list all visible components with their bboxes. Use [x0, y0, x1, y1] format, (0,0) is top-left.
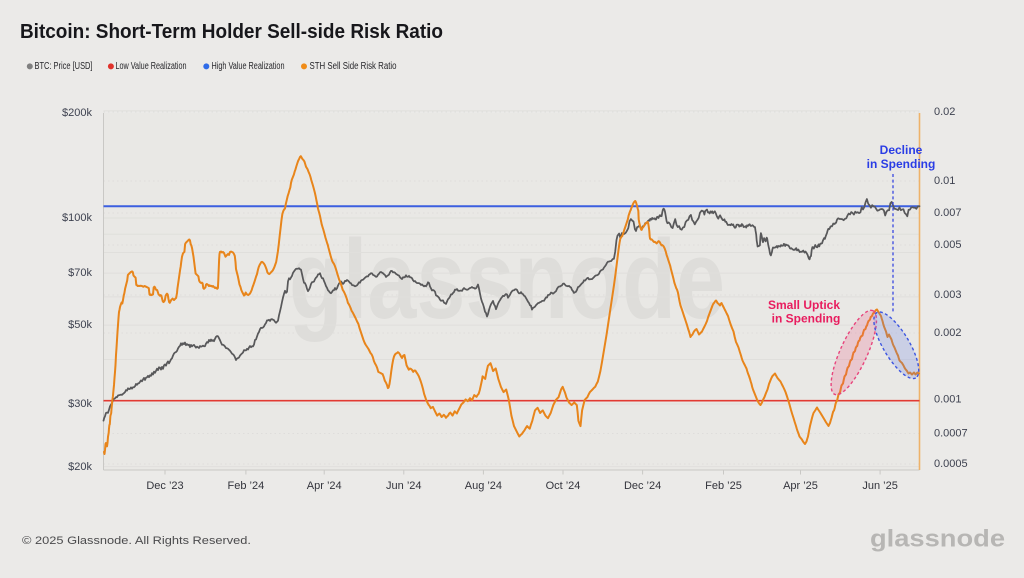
svg-text:© 2025 Glassnode. All Rights R: © 2025 Glassnode. All Rights Reserved. [22, 535, 251, 547]
svg-text:Apr ’25: Apr ’25 [783, 480, 818, 492]
svg-text:0.01: 0.01 [934, 175, 955, 187]
svg-text:$70k: $70k [68, 267, 92, 279]
svg-text:0.003: 0.003 [934, 289, 962, 301]
svg-text:$200k: $200k [62, 107, 92, 119]
svg-text:Low Value Realization: Low Value Realization [116, 61, 187, 72]
svg-text:Jun ’24: Jun ’24 [386, 480, 421, 492]
svg-text:0.002: 0.002 [934, 327, 962, 339]
svg-text:0.0007: 0.0007 [934, 428, 968, 440]
svg-text:Apr ’24: Apr ’24 [307, 480, 342, 492]
svg-text:BTC: Price [USD]: BTC: Price [USD] [35, 61, 93, 72]
svg-text:Dec ’24: Dec ’24 [624, 480, 661, 492]
svg-text:Feb ’24: Feb ’24 [228, 480, 265, 492]
svg-text:Aug ’24: Aug ’24 [465, 480, 502, 492]
svg-text:High Value Realization: High Value Realization [212, 61, 285, 72]
svg-text:0.007: 0.007 [934, 207, 962, 219]
svg-text:0.001: 0.001 [934, 394, 962, 406]
svg-text:Small Uptick: Small Uptick [768, 298, 840, 312]
svg-text:STH Sell Side Risk Ratio: STH Sell Side Risk Ratio [310, 61, 397, 72]
svg-text:Oct ’24: Oct ’24 [546, 480, 581, 492]
svg-text:glassnode: glassnode [289, 217, 725, 342]
svg-text:0.02: 0.02 [934, 106, 955, 118]
svg-text:$20k: $20k [68, 461, 92, 473]
svg-text:$30k: $30k [68, 398, 92, 410]
svg-text:glassnode: glassnode [870, 526, 1005, 553]
svg-text:$100k: $100k [62, 212, 92, 224]
svg-text:Dec ’23: Dec ’23 [146, 480, 183, 492]
svg-text:in Spending: in Spending [772, 312, 841, 326]
svg-text:in Spending: in Spending [867, 157, 936, 171]
svg-text:0.0005: 0.0005 [934, 458, 968, 470]
svg-text:Feb ’25: Feb ’25 [705, 480, 742, 492]
svg-text:Jun ’25: Jun ’25 [862, 480, 897, 492]
svg-text:0.005: 0.005 [934, 239, 962, 251]
svg-text:$50k: $50k [68, 319, 92, 331]
svg-text:Decline: Decline [880, 143, 923, 157]
svg-text:Bitcoin: Short-Term Holder Sel: Bitcoin: Short-Term Holder Sell-side Ris… [20, 21, 443, 43]
